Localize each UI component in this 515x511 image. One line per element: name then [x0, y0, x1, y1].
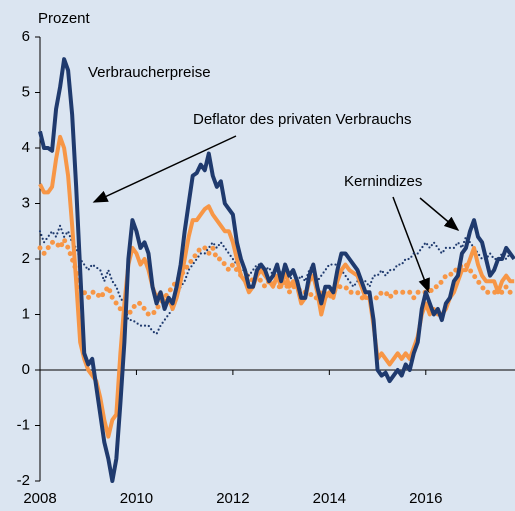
- arrow: [419, 197, 460, 231]
- y-tick-label: 6: [22, 28, 30, 45]
- y-tick-label: 1: [22, 305, 30, 322]
- annotation: Kernindizes: [344, 173, 422, 190]
- annotation: Verbraucherpreise: [88, 64, 211, 81]
- x-tick-label: 2010: [120, 490, 153, 507]
- x-tick-label: 2016: [409, 490, 442, 507]
- y-tick-label: 4: [22, 139, 30, 156]
- y-axis-label: Prozent: [38, 10, 91, 27]
- y-tick-label: 2: [22, 250, 30, 267]
- arrow: [92, 135, 237, 203]
- y-tick-label: 5: [22, 83, 30, 100]
- x-tick-label: 2008: [23, 490, 56, 507]
- y-tick-label: -1: [17, 416, 30, 433]
- y-tick-label: 0: [22, 361, 30, 378]
- x-tick-label: 2014: [313, 490, 346, 507]
- series-line: [37, 237, 515, 317]
- arrow: [392, 196, 430, 294]
- x-tick-label: 2012: [216, 490, 249, 507]
- annotation: Deflator des privaten Verbrauchs: [193, 111, 411, 128]
- y-tick-label: 3: [22, 194, 30, 211]
- y-tick-label: -2: [17, 472, 30, 489]
- series-line: [38, 57, 515, 483]
